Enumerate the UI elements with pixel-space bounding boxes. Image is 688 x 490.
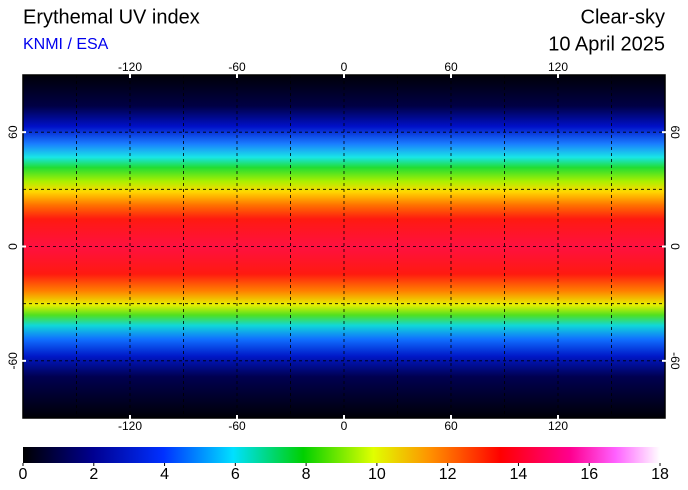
colorbar-tick-label: 12 (439, 466, 457, 483)
colorbar (23, 447, 660, 463)
x-tick-label: 0 (341, 419, 348, 433)
x-tick-label: 60 (444, 60, 458, 74)
colorbar-tick-label: 16 (580, 466, 598, 483)
x-tick-label: -120 (118, 419, 142, 433)
colorbar-tick-label: 8 (302, 466, 311, 483)
colorbar-tick-label: 0 (19, 466, 28, 483)
x-tick-label: 120 (548, 60, 568, 74)
condition: Clear-sky (581, 6, 665, 28)
y-tick-label: 60 (6, 125, 20, 139)
x-tick-label: 60 (444, 419, 458, 433)
y-tick-label: -60 (668, 352, 682, 370)
colorbar-tick-label: 10 (368, 466, 386, 483)
colorbar-tick-label: 18 (651, 466, 669, 483)
x-tick-label: -120 (118, 60, 142, 74)
x-tick-label: 0 (341, 60, 348, 74)
date: 10 April 2025 (548, 33, 665, 55)
y-tick-label: 0 (6, 243, 20, 250)
x-tick-label: -60 (228, 419, 246, 433)
grid (23, 75, 665, 418)
colorbar-tick-label: 2 (89, 466, 98, 483)
colorbar-tick-label: 6 (231, 466, 240, 483)
source: KNMI / ESA (23, 36, 109, 53)
title: Erythemal UV index (23, 6, 200, 28)
colorbar-tick-label: 4 (160, 466, 169, 483)
colorbar-tick-label: 14 (510, 466, 528, 483)
x-tick-label: -60 (228, 60, 246, 74)
y-tick-label: 60 (668, 125, 682, 139)
x-tick-label: 120 (548, 419, 568, 433)
y-tick-label: 0 (668, 243, 682, 250)
y-tick-label: -60 (6, 352, 20, 370)
